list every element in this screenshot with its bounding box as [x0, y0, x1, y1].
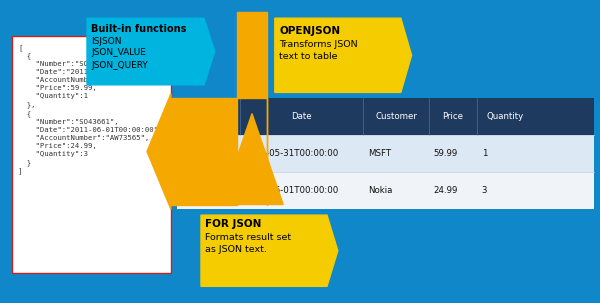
Polygon shape — [201, 215, 338, 286]
Polygon shape — [87, 18, 215, 85]
Text: 59.99: 59.99 — [434, 149, 458, 158]
Text: Customer: Customer — [375, 112, 417, 122]
Text: Quantity: Quantity — [487, 112, 524, 122]
Text: Transforms JSON: Transforms JSON — [279, 40, 358, 49]
Text: 2011-06-01T00:00:00: 2011-06-01T00:00:00 — [245, 186, 339, 195]
Polygon shape — [147, 94, 171, 209]
Text: Number: Number — [191, 112, 226, 122]
Text: FOR JSON: FOR JSON — [205, 219, 262, 229]
Text: SO43661: SO43661 — [188, 186, 229, 195]
Text: text to table: text to table — [279, 52, 337, 61]
FancyBboxPatch shape — [12, 36, 171, 273]
Text: 2011-05-31T00:00:00: 2011-05-31T00:00:00 — [245, 149, 339, 158]
Polygon shape — [221, 114, 283, 205]
Polygon shape — [275, 18, 412, 92]
FancyBboxPatch shape — [177, 135, 594, 172]
Text: JSON_VALUE: JSON_VALUE — [91, 48, 146, 58]
FancyBboxPatch shape — [177, 98, 594, 135]
Text: Built-in functions: Built-in functions — [91, 24, 187, 34]
Text: as JSON text.: as JSON text. — [205, 245, 267, 254]
Text: OPENJSON: OPENJSON — [279, 26, 340, 36]
Text: SO43659: SO43659 — [188, 149, 229, 158]
FancyBboxPatch shape — [177, 172, 594, 209]
Text: Price: Price — [443, 112, 464, 122]
Text: JSON_QUERY: JSON_QUERY — [91, 61, 148, 70]
Text: 3: 3 — [482, 186, 487, 195]
Text: Date: Date — [291, 112, 312, 122]
Text: Nokia: Nokia — [368, 186, 392, 195]
Text: Formats result set: Formats result set — [205, 233, 292, 242]
Polygon shape — [171, 12, 267, 205]
Text: 1: 1 — [482, 149, 487, 158]
Text: MSFT: MSFT — [368, 149, 391, 158]
Text: ISJSON: ISJSON — [91, 37, 122, 46]
Text: 24.99: 24.99 — [434, 186, 458, 195]
Text: [
  {
    "Number":"SO43659",
    "Date":"2011-05-31T00:00:00",
    "AccountNumb: [ { "Number":"SO43659", "Date":"2011-05-… — [18, 44, 163, 175]
